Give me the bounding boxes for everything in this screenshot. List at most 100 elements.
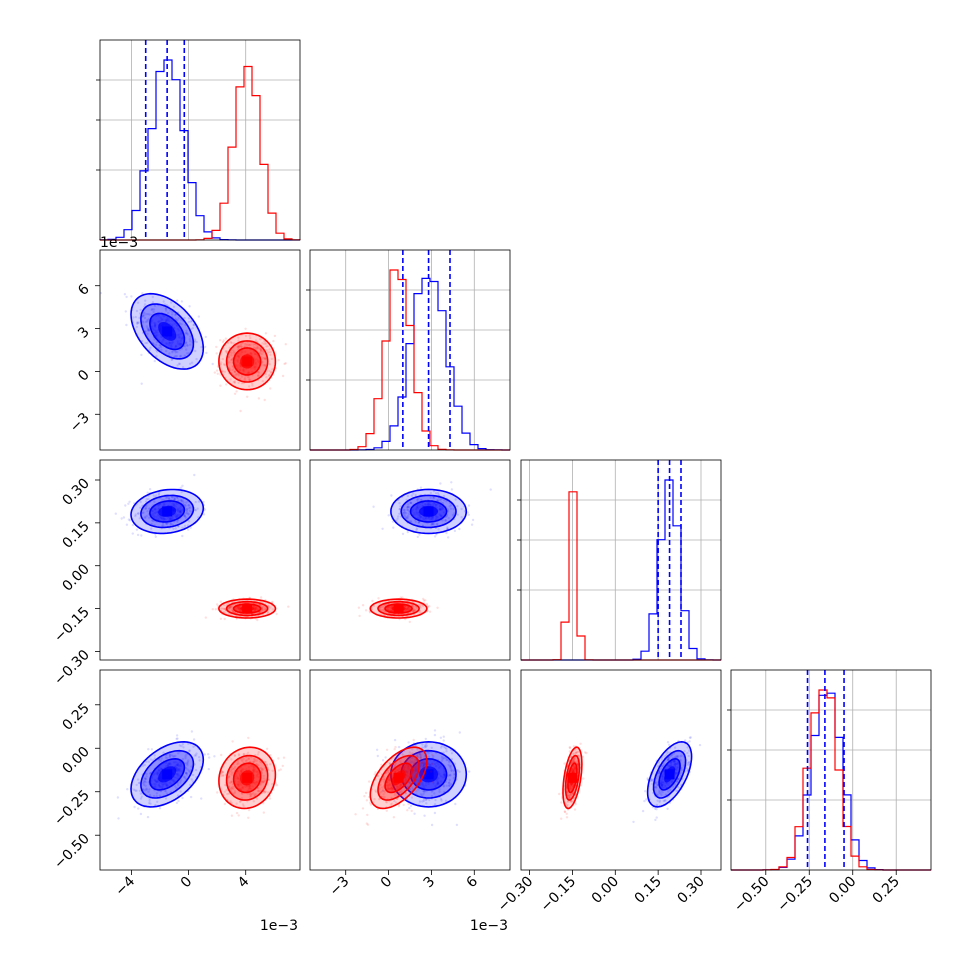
scatter-point [273,334,277,338]
scatter-point [365,822,369,825]
scatter-point [230,341,233,345]
scatter-point [223,802,227,806]
scatter-point [144,507,147,510]
scatter-point [454,498,457,501]
scatter-point [261,780,264,784]
scatter-point [240,342,243,345]
scatter-point [372,505,375,508]
contour-line [225,340,269,383]
scatter-point [193,473,196,477]
scatter-point [124,310,128,313]
scatter-point [236,762,239,766]
scatter-point [215,352,218,355]
scatter-point [396,792,399,795]
scatter-point [180,744,183,748]
scatter-point [416,779,419,782]
scatter-point [444,799,448,802]
scatter-point [166,756,169,760]
scatter-point [271,769,274,772]
y-tick-label: 3 [75,324,93,342]
scatter-point [192,323,195,327]
scatter-point [442,739,445,742]
scatter-point [447,536,450,539]
scatter-point [389,803,393,806]
scatter-point [144,516,147,520]
scatter-point [222,339,225,342]
scatter-point [189,506,192,509]
scatter-point [430,746,433,749]
scatter-point [148,793,152,797]
scatter-point [183,514,186,518]
scatter-point [410,501,413,505]
scatter-point [428,798,431,802]
scatter-point [232,610,235,613]
hist-panel-2 [517,459,722,661]
scatter-point [192,745,195,748]
scatter-point [432,755,435,758]
scatter-point [397,791,400,794]
scatter-point [140,534,143,537]
scatter-point [399,760,402,763]
scatter-point [174,351,177,354]
scatter-point [262,357,265,360]
scatter-point [257,789,260,793]
scatter-point [233,765,237,769]
scatter-point [144,330,147,333]
scatter-point [207,753,210,756]
scatter-point [446,510,450,513]
scatter-point [417,603,421,606]
scatter-point [219,384,222,387]
scatter-point [257,374,260,377]
scatter-point [680,754,683,757]
scatter-point [176,520,179,523]
scatter-point [145,788,148,791]
scatter-point [267,778,271,781]
scatter-point [267,351,270,354]
scatter-point [390,802,394,805]
scatter-point [658,789,661,792]
scatter-point [412,492,415,495]
scatter-point [679,758,682,762]
scatter-point [262,811,265,814]
contour-line [232,603,262,614]
x-tick-label: −3 [327,874,353,900]
scatter-point [253,793,256,797]
scatter-point [188,509,192,513]
scatter-point [247,736,250,740]
scatter-point [657,761,661,764]
scatter-point [410,779,413,783]
scatter-point [574,748,577,752]
scatter-point [271,368,274,371]
scatter-point [144,506,147,510]
scatter-point [419,782,422,786]
scatter-point [175,786,178,790]
scatter-point [179,790,182,793]
scatter-point [442,751,445,754]
scatter-point [130,295,133,298]
scatter-point [227,601,231,605]
scatter-point [570,794,573,797]
scatter-point [458,770,461,773]
scatter-point [431,753,434,757]
scatter-point [412,766,415,769]
scatter-point [260,769,263,772]
scatter-point [447,516,450,520]
contour-line [562,746,583,810]
scatter-point [225,350,228,353]
scatter-point [155,494,158,497]
contour-line [232,762,262,794]
scatter-point [422,789,425,793]
scatter-point [146,320,149,323]
scatter-point [403,511,407,514]
scatter-point [222,604,226,607]
scatter-point [249,336,252,340]
scatter-point [379,783,382,786]
scatter-point [145,775,148,778]
scatter-point [238,800,242,803]
scatter-point [117,817,120,820]
scatter-point [225,788,228,792]
scatter-point [239,409,242,413]
scatter-point [442,756,446,760]
scatter-point [262,777,265,780]
scatter-point [231,771,234,774]
